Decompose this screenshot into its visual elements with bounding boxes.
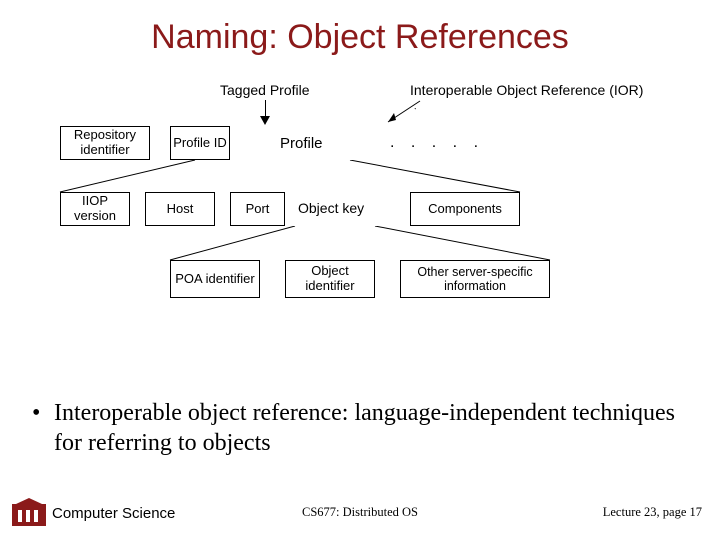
label-tagged-profile: Tagged Profile [220, 82, 310, 98]
title-text: Naming: Object References [151, 18, 569, 56]
expand-lines-2 [160, 226, 560, 260]
bullet-text: Interoperable object reference: language… [54, 398, 680, 458]
arrow-down-icon [260, 116, 270, 125]
box-poa: POA identifier [170, 260, 260, 298]
label-profile: Profile [280, 135, 323, 152]
box-port: Port [230, 192, 285, 226]
box-host: Host [145, 192, 215, 226]
footer-right: Lecture 23, page 17 [603, 505, 702, 520]
label-objkey: Object key [298, 200, 364, 216]
box-components: Components [410, 192, 520, 226]
box-obj-id: Object identifier [285, 260, 375, 298]
slide-title: Naming: Object References [0, 0, 720, 57]
label-ior: Interoperable Object Reference (IOR) [410, 82, 643, 98]
box-other: Other server-specific information [400, 260, 550, 298]
ior-diagram: Tagged Profile Interoperable Object Refe… [40, 80, 680, 360]
bullet-dot-icon: • [32, 398, 40, 428]
dots: . . . . . [390, 134, 484, 152]
box-iiop: IIOP version [60, 192, 130, 226]
arrow-diag [380, 98, 425, 128]
box-profile-id: Profile ID [170, 126, 230, 160]
box-repo-id: Repository identifier [60, 126, 150, 160]
bullet-item: • Interoperable object reference: langua… [32, 398, 680, 458]
expand-lines-1 [50, 160, 530, 192]
